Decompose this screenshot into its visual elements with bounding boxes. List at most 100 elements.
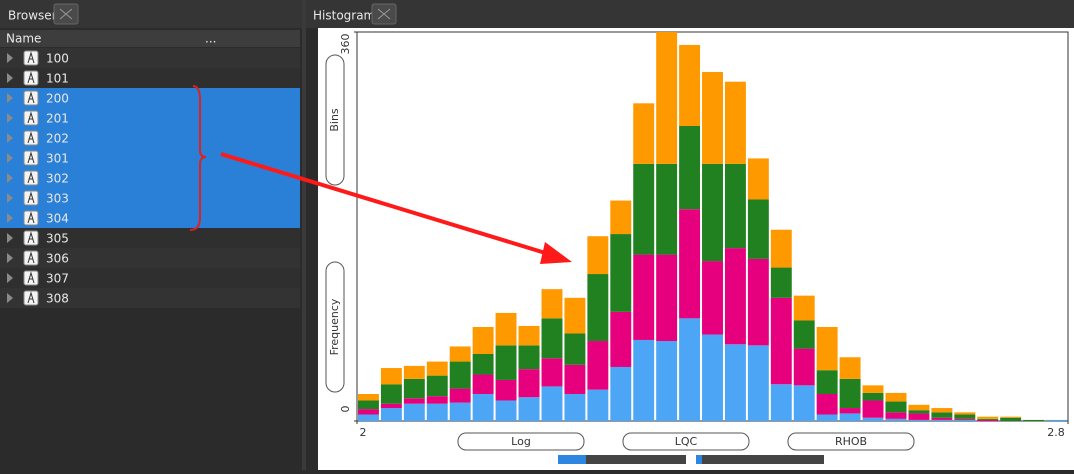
item-list: 100 101 200 201 202 301 302 303 304 305 306 307 308 <box>0 48 300 308</box>
bar-segment <box>541 289 563 319</box>
expander <box>7 53 13 63</box>
well-glyph <box>27 191 35 204</box>
well-icon <box>23 50 39 66</box>
axis-button[interactable] <box>325 54 345 186</box>
axis-button[interactable] <box>457 432 585 451</box>
close-icon <box>377 8 391 20</box>
histogram-title: Histogram <box>313 9 375 23</box>
well-icon <box>23 70 39 86</box>
bar-segment <box>816 370 838 394</box>
bar-segment <box>862 417 884 421</box>
splitter[interactable] <box>302 0 306 470</box>
list-row[interactable] <box>0 68 300 88</box>
axis-button[interactable] <box>787 432 915 451</box>
list-row[interactable] <box>0 108 300 128</box>
bar-segment <box>885 412 907 419</box>
expander <box>7 293 13 303</box>
bar-segment <box>358 393 379 401</box>
bar-segment <box>908 413 930 420</box>
bar-segment <box>816 326 838 371</box>
list-row[interactable] <box>0 188 300 208</box>
bar-segment <box>908 404 930 411</box>
bar-segment <box>633 163 655 255</box>
bar-segment <box>793 295 815 321</box>
item-label: 100 <box>46 52 69 66</box>
bar-segment <box>403 403 425 421</box>
list-row[interactable] <box>0 208 300 228</box>
item-label: 304 <box>46 212 69 226</box>
scrollbar-thumb[interactable] <box>696 455 702 464</box>
list-row[interactable] <box>0 148 300 168</box>
bar-segment <box>656 32 678 164</box>
bar-segment <box>724 163 746 249</box>
expander <box>7 273 13 283</box>
bar-segment <box>770 297 792 385</box>
bar-segment <box>449 361 471 389</box>
close-icon <box>59 8 73 20</box>
bar-segment <box>610 366 632 421</box>
bar-segment <box>793 320 815 349</box>
item-label: 302 <box>46 172 69 186</box>
bar-segment <box>770 229 792 268</box>
bar-segment <box>358 400 379 410</box>
item-label: 101 <box>46 72 69 86</box>
bar-segment <box>839 408 861 414</box>
list-row[interactable] <box>0 248 300 268</box>
bar-segment <box>449 388 471 403</box>
list-row[interactable] <box>0 88 300 108</box>
well-icon <box>23 150 39 166</box>
bar-segment <box>679 126 701 210</box>
bar-segment <box>793 348 815 386</box>
scrollbar[interactable] <box>696 455 824 464</box>
scrollbar[interactable] <box>558 455 686 464</box>
expander <box>7 93 13 103</box>
well-glyph <box>27 271 35 284</box>
well-icon <box>23 270 39 286</box>
axis-button-label: Bins <box>328 108 341 132</box>
bar-segment <box>495 312 517 346</box>
list-row[interactable] <box>0 168 300 188</box>
list-row[interactable] <box>0 228 300 248</box>
axis-button-label: Log <box>511 435 531 448</box>
bar-segment <box>472 374 494 394</box>
list-row[interactable] <box>0 268 300 288</box>
bar-segment <box>679 318 701 421</box>
well-glyph <box>27 131 35 144</box>
column-more[interactable]: ... <box>205 32 216 46</box>
y-tick-label: 360 <box>339 34 352 55</box>
bar-segment <box>977 418 999 420</box>
bar-segment <box>977 416 999 419</box>
bar-segment <box>885 392 907 402</box>
x-tick-label: 2 <box>360 426 367 439</box>
bar-segment <box>1046 419 1067 421</box>
list-row[interactable] <box>0 288 300 308</box>
well-icon <box>23 130 39 146</box>
well-icon <box>23 230 39 246</box>
item-label: 305 <box>46 232 69 246</box>
expander <box>7 113 13 123</box>
axis-button[interactable] <box>325 261 345 393</box>
bar-segment <box>908 410 930 414</box>
well-glyph <box>27 151 35 164</box>
bar-segment <box>679 209 701 319</box>
bar-segment <box>885 418 907 421</box>
bar-segment <box>610 311 632 367</box>
bar-segment <box>908 419 930 421</box>
item-label: 200 <box>46 92 69 106</box>
bar-segment <box>747 158 769 200</box>
scrollbar-thumb[interactable] <box>558 455 586 464</box>
bar-segment <box>862 392 884 401</box>
item-label: 303 <box>46 192 69 206</box>
list-row[interactable] <box>0 48 300 68</box>
list-row[interactable] <box>0 128 300 148</box>
bar-segment <box>564 297 586 334</box>
bar-segment <box>380 368 402 385</box>
bar-segment <box>1000 417 1022 421</box>
bar-segment <box>862 400 884 418</box>
axis-button[interactable] <box>622 432 750 451</box>
bar-segment <box>495 345 517 380</box>
bar-segment <box>472 393 494 421</box>
bar-segment <box>656 254 678 342</box>
bar-segment <box>472 354 494 375</box>
bar-segment <box>541 318 563 359</box>
